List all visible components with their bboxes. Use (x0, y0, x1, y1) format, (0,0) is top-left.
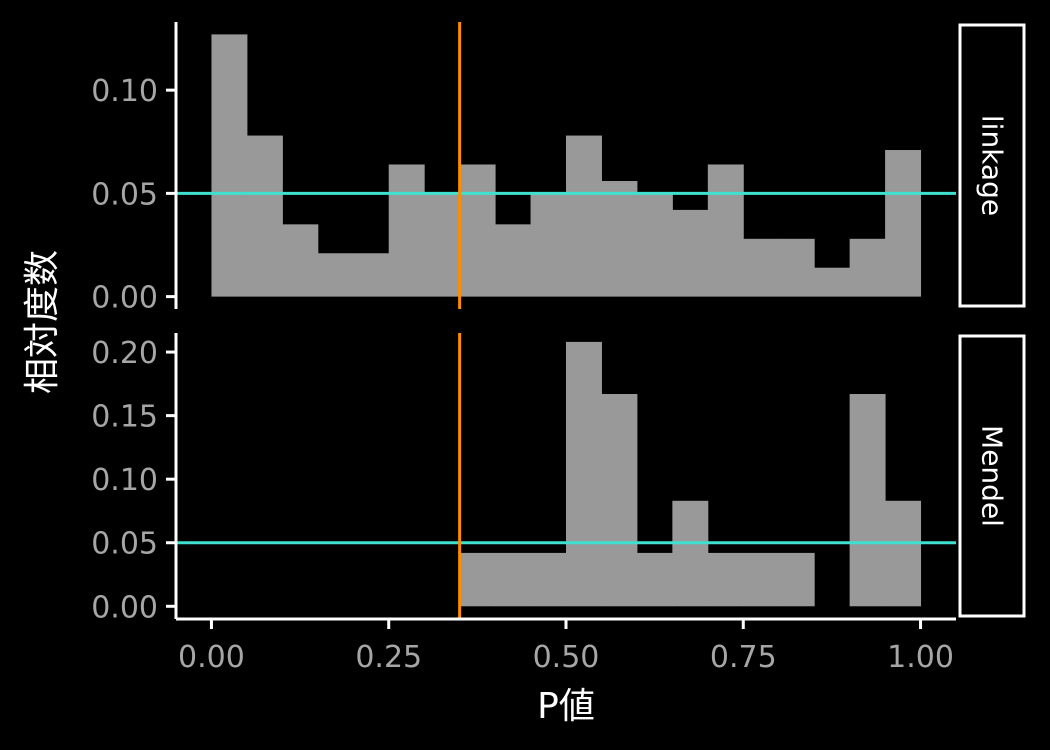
y-tick-label: 0.00 (91, 281, 158, 316)
histogram-bar (778, 238, 815, 297)
panel-Mendel: 0.00 0.05 0.10 0.15 0.20 Mendel (91, 333, 1026, 625)
panel-linkage: 0.00 0.05 0.10 linkage (91, 22, 1026, 316)
histogram-bar (495, 552, 532, 607)
histogram-bar (672, 500, 709, 607)
y-tick-label: 0.00 (91, 590, 158, 625)
histogram-bar (317, 253, 354, 297)
histogram-bar (601, 394, 638, 607)
histogram-bar (424, 193, 461, 297)
y-tick-label: 0.05 (91, 177, 158, 212)
histogram-bar (672, 209, 709, 297)
histogram-bar (814, 267, 851, 297)
x-tick-label: 0.25 (355, 640, 422, 675)
histogram-bar (778, 552, 815, 607)
histogram-bar (353, 253, 390, 297)
x-axis-title: P値 (537, 686, 595, 727)
y-tick-label: 0.15 (91, 400, 158, 435)
histogram-bar (707, 552, 744, 607)
y-tick-label: 0.20 (91, 336, 158, 371)
histogram-bar (530, 193, 567, 297)
histogram-bar (388, 164, 425, 297)
y-tick-label: 0.05 (91, 527, 158, 562)
y-tick-label: 0.10 (91, 463, 158, 498)
facet-strip-label: Mendel (976, 425, 1009, 527)
histogram-bar (246, 135, 283, 297)
histogram-bar (459, 552, 496, 607)
histogram-bar (636, 193, 673, 297)
y-tick-label: 0.10 (91, 74, 158, 109)
histogram-bar (566, 341, 602, 607)
histogram-bar (282, 224, 319, 297)
histogram-bar (743, 552, 780, 607)
histogram-bar (849, 238, 886, 297)
histogram-bar (495, 224, 532, 297)
facet-strip-box (958, 23, 1026, 308)
histogram-bar (459, 164, 496, 297)
y-axis-title: 相対度数 (22, 250, 63, 394)
histogram-bar (601, 180, 638, 297)
histogram-bar (707, 164, 744, 297)
histogram-bar (849, 394, 886, 607)
facet-strip-box (958, 334, 1026, 618)
facet-strip-Mendel: Mendel (958, 334, 1026, 618)
x-tick-label: 0.50 (533, 640, 600, 675)
histogram-bar (885, 150, 922, 297)
facet-strip-label: linkage (976, 115, 1009, 216)
histogram-bar (530, 552, 567, 607)
facet-panels: 0.00 0.05 0.10 linkage 0.00 0.05 0.10 0.15 0.20 M… (91, 22, 1026, 625)
x-tick-label: 1.00 (887, 640, 954, 675)
x-tick-label: 0.00 (178, 640, 245, 675)
histogram-bar (566, 135, 602, 297)
histogram-bar (885, 500, 922, 607)
x-axis: 0.00 0.25 0.50 0.75 1.00 (176, 617, 956, 675)
x-tick-label: 0.75 (710, 640, 777, 675)
histogram-bar (636, 552, 673, 607)
histogram-bar (743, 238, 780, 297)
histogram-bar (211, 34, 248, 297)
facet-strip-linkage: linkage (958, 23, 1026, 308)
